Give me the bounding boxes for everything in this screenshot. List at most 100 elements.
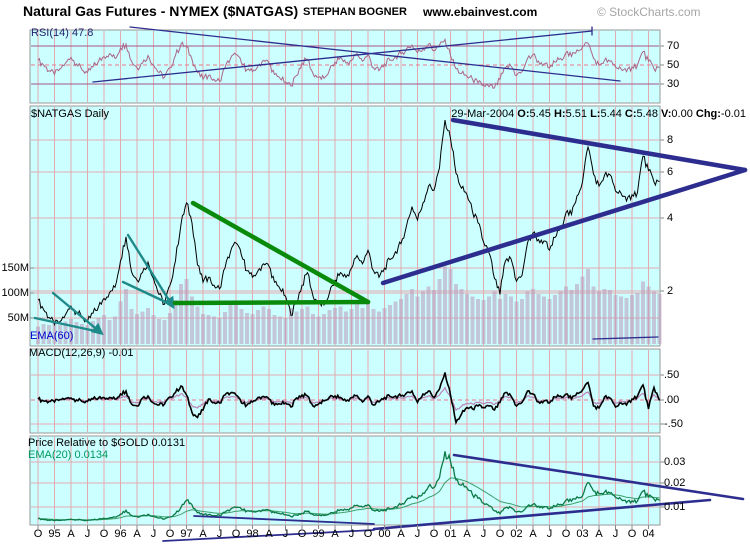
x-axis-label: A: [397, 528, 405, 540]
x-axis-label: J: [150, 528, 157, 540]
ohlc-field-value: 5.51: [565, 108, 591, 120]
x-axis-label: 95: [48, 528, 61, 540]
volume-bar: [47, 325, 51, 344]
rsi-upper-trendline: [129, 26, 621, 82]
volume-bar: [421, 291, 425, 344]
volume-bar: [448, 269, 453, 344]
volume-bar: [564, 286, 568, 344]
x-axis-label: O: [165, 528, 175, 540]
volume-bar: [399, 299, 403, 344]
volume-bar: [432, 290, 436, 344]
x-axis-label: J: [216, 528, 223, 540]
volume-bar: [69, 319, 73, 344]
volume-bar: [454, 284, 458, 344]
volume-bar: [212, 316, 216, 344]
volume-bar: [349, 309, 354, 344]
volume-bar: [426, 286, 431, 344]
volume-bar: [602, 289, 607, 344]
volume-bar: [542, 296, 546, 344]
volume-bar: [52, 323, 57, 344]
macd-panel: [29, 348, 661, 434]
price-scale-label: 8: [667, 134, 674, 146]
macd-panel-label: MACD(12,26,9) -0.01: [29, 347, 134, 359]
price-relative-panel-label: Price Relative to $GOLD 0.0131: [28, 437, 186, 449]
volume-bar: [558, 291, 563, 344]
volume-bar: [217, 318, 222, 344]
volume-bar: [470, 296, 475, 344]
ohlc-readout: 29-Mar-2004 O:5.45 H:5.51 L:5.44 C:5.48 …: [451, 108, 746, 120]
x-axis-label: A: [331, 528, 339, 540]
rel-scale-label: 0.01: [664, 501, 686, 513]
volume-bar: [652, 291, 656, 344]
teal-wedge1-upper: [51, 291, 104, 336]
x-axis-label: O: [297, 528, 307, 540]
volume-bar: [531, 289, 535, 344]
x-axis-label: J: [348, 528, 355, 540]
volume-bar: [619, 296, 623, 344]
volume-bar: [371, 309, 376, 344]
volume-bar: [124, 289, 128, 344]
volume-bar: [190, 296, 194, 344]
volume-bar: [657, 294, 662, 344]
volume-bar: [118, 301, 123, 344]
x-axis-label: O: [33, 528, 43, 540]
rel-scale-label: 0.03: [664, 456, 686, 468]
x-axis-label: O: [363, 528, 373, 540]
x-axis-label: A: [133, 528, 141, 540]
rel-support-trendline: [372, 498, 712, 531]
volume-bar: [553, 295, 557, 344]
volume-bar: [525, 291, 530, 344]
volume-bar: [278, 316, 282, 344]
volume-bar: [173, 300, 178, 344]
x-axis-label: O: [627, 528, 637, 540]
ema60-label: EMA(60): [30, 330, 74, 342]
ohlc-field-label: H:: [553, 108, 566, 120]
volume-bar: [360, 308, 365, 344]
x-axis-label: 00: [378, 528, 391, 540]
volume-bar: [487, 296, 491, 344]
x-axis-label: A: [199, 528, 207, 540]
volume-bar: [283, 318, 288, 344]
ohlc-field-value: 5.48: [636, 108, 661, 120]
navy-triangle-resistance: [450, 117, 748, 173]
rel-wedge1-lower: [162, 529, 375, 542]
volume-bar: [646, 286, 651, 344]
price-panel-label: $NATGAS Daily: [31, 108, 110, 120]
x-axis-label: A: [463, 528, 471, 540]
rel-wedge1-upper: [193, 515, 375, 525]
volume-bar: [250, 314, 255, 344]
volume-scale-label: 50M: [7, 312, 29, 324]
author-label: STEPHAN BOGNER: [303, 6, 407, 18]
price-scale-label: 4: [667, 212, 674, 224]
volume-bar: [206, 315, 211, 344]
volume-bar: [377, 311, 381, 344]
volume-bar: [256, 310, 260, 344]
volume-bar: [476, 299, 480, 344]
x-axis-label: O: [495, 528, 505, 540]
volume-bar: [404, 294, 409, 344]
x-axis-label: O: [99, 528, 109, 540]
ohlc-field-value: 5.45: [529, 108, 554, 120]
rel-panel: [29, 435, 661, 526]
volume-bar: [465, 294, 469, 344]
volume-bar: [333, 308, 337, 344]
volume-bar: [355, 301, 359, 344]
volume-bar: [129, 309, 134, 344]
volume-bar: [289, 308, 293, 344]
copyright-label: © StockCharts.com: [597, 5, 701, 19]
volume-bar: [388, 305, 392, 344]
x-axis-label: O: [561, 528, 571, 540]
volume-bar: [135, 314, 139, 344]
volume-bar: [580, 276, 585, 344]
x-axis-label: 99: [312, 528, 325, 540]
volume-bar: [443, 266, 447, 344]
green-triangle-support: [172, 299, 371, 306]
volume-bar: [624, 298, 629, 344]
green-triangle-resistance: [190, 200, 371, 305]
ohlc-field-label: L:: [590, 108, 601, 120]
ohlc-field-label: O:: [517, 108, 530, 120]
volume-bar: [74, 322, 79, 344]
rsi-panel-label: RSI(14) 47.8: [31, 27, 94, 39]
volume-bar: [157, 319, 161, 344]
